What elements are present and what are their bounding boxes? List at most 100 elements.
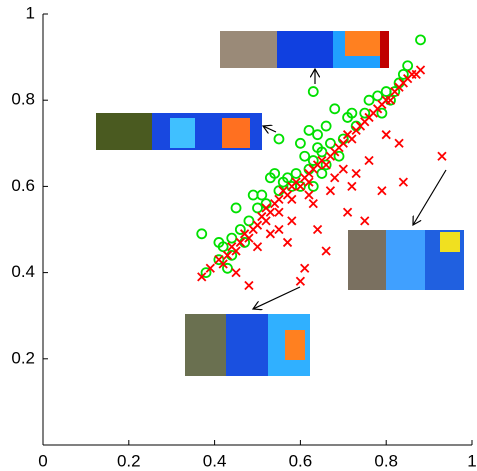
point [325, 186, 336, 196]
point [290, 168, 302, 179]
point [213, 237, 225, 248]
point [372, 90, 384, 102]
y-tick-label: 0.2 [11, 348, 35, 367]
point [407, 69, 417, 79]
point [321, 246, 331, 256]
point [402, 60, 414, 72]
point [304, 190, 314, 200]
point [380, 86, 392, 97]
point [274, 224, 284, 235]
thumbnail-region [170, 118, 195, 148]
point [347, 181, 357, 192]
point [312, 142, 323, 154]
point [300, 263, 310, 273]
point [308, 199, 318, 209]
point [377, 186, 387, 196]
point [295, 276, 306, 286]
point [252, 242, 263, 252]
point [287, 194, 297, 204]
point [398, 177, 408, 187]
point [342, 207, 353, 217]
point [277, 176, 289, 188]
point [231, 246, 241, 256]
point [252, 202, 263, 214]
x-tick-label: 0 [38, 451, 47, 470]
y-tick-label: 0.8 [11, 90, 35, 109]
point [274, 194, 284, 204]
point [294, 137, 306, 149]
point [197, 272, 207, 282]
point [231, 267, 241, 278]
point [437, 151, 447, 161]
point [364, 155, 374, 166]
point [389, 86, 401, 97]
point [312, 129, 323, 141]
point [351, 168, 361, 179]
point [287, 216, 297, 226]
thumbnail-map [226, 314, 268, 376]
thumbnail-map [386, 230, 425, 290]
point [235, 237, 245, 248]
y-tick-label: 0.4 [11, 262, 35, 281]
point [360, 216, 370, 226]
point [265, 229, 276, 239]
point [307, 155, 319, 166]
point [342, 112, 353, 123]
thumbnail-region [345, 31, 380, 56]
point [196, 228, 208, 240]
point [397, 68, 409, 80]
point [265, 207, 276, 217]
thumbnail-photo [348, 230, 386, 290]
point [247, 189, 259, 201]
point [274, 207, 284, 217]
x-tick-label: 0.8 [374, 451, 398, 470]
thumbnail-region [285, 330, 305, 360]
point [273, 133, 285, 145]
point [234, 224, 246, 235]
point [347, 134, 357, 144]
point [415, 65, 426, 75]
thumbnail-region [380, 31, 389, 68]
point [359, 107, 371, 119]
point [244, 233, 254, 243]
point [200, 267, 212, 279]
point [338, 164, 348, 174]
thumbnail-photo [185, 314, 226, 376]
point [226, 232, 238, 244]
point [218, 259, 228, 269]
point [244, 280, 254, 291]
point [385, 95, 396, 105]
y-tick-label: 1 [26, 3, 35, 22]
point [415, 34, 426, 46]
point [330, 173, 340, 183]
point [222, 250, 233, 260]
point [363, 94, 375, 106]
point [299, 150, 311, 162]
x-tick-label: 1 [467, 451, 476, 470]
point [376, 107, 388, 119]
point [252, 220, 263, 230]
arrow [413, 169, 447, 225]
point [213, 254, 225, 266]
point [256, 189, 268, 201]
point [338, 138, 348, 148]
x-tick-label: 0.2 [117, 451, 141, 470]
point [243, 215, 255, 227]
point [222, 262, 233, 274]
point [295, 181, 306, 192]
thumbnail-region [222, 118, 250, 148]
point [333, 150, 345, 162]
point [321, 160, 331, 170]
point [325, 137, 336, 149]
point [294, 180, 306, 192]
y-tick-label: 0.6 [11, 176, 35, 195]
point [320, 159, 332, 171]
thumbnail-map [277, 31, 333, 68]
thumbnail-region [440, 232, 460, 252]
point [269, 168, 281, 179]
thumbnail-photo [220, 31, 277, 68]
point [230, 202, 242, 214]
point [394, 138, 404, 148]
arrow [263, 126, 277, 132]
